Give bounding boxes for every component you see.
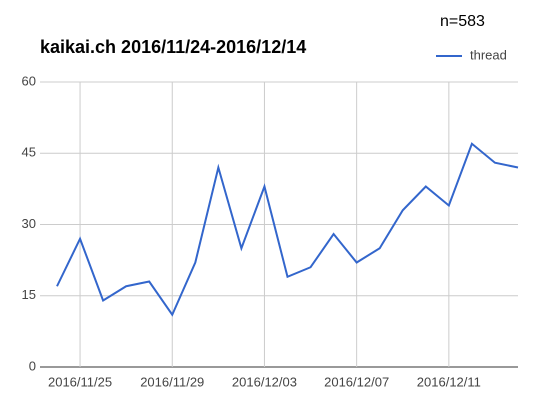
x-tick-label: 2016/12/03 (232, 374, 297, 389)
legend-label: thread (470, 47, 507, 62)
y-tick-label: 0 (29, 358, 36, 373)
series-line (56, 142, 519, 317)
x-tick-label: 2016/12/11 (417, 374, 481, 389)
chart-title: kaikai.ch 2016/11/24-2016/12/14 (40, 37, 306, 57)
y-tick-label: 45 (22, 145, 36, 160)
y-tick-label: 30 (22, 216, 36, 231)
annotation: n=583 (440, 13, 485, 30)
y-tick-label: 15 (22, 287, 36, 302)
x-tick-label: 2016/11/29 (140, 374, 204, 389)
y-tick-label: 60 (22, 73, 36, 88)
x-tick-label: 2016/12/07 (324, 374, 389, 389)
x-tick-label: 2016/11/25 (48, 374, 112, 389)
